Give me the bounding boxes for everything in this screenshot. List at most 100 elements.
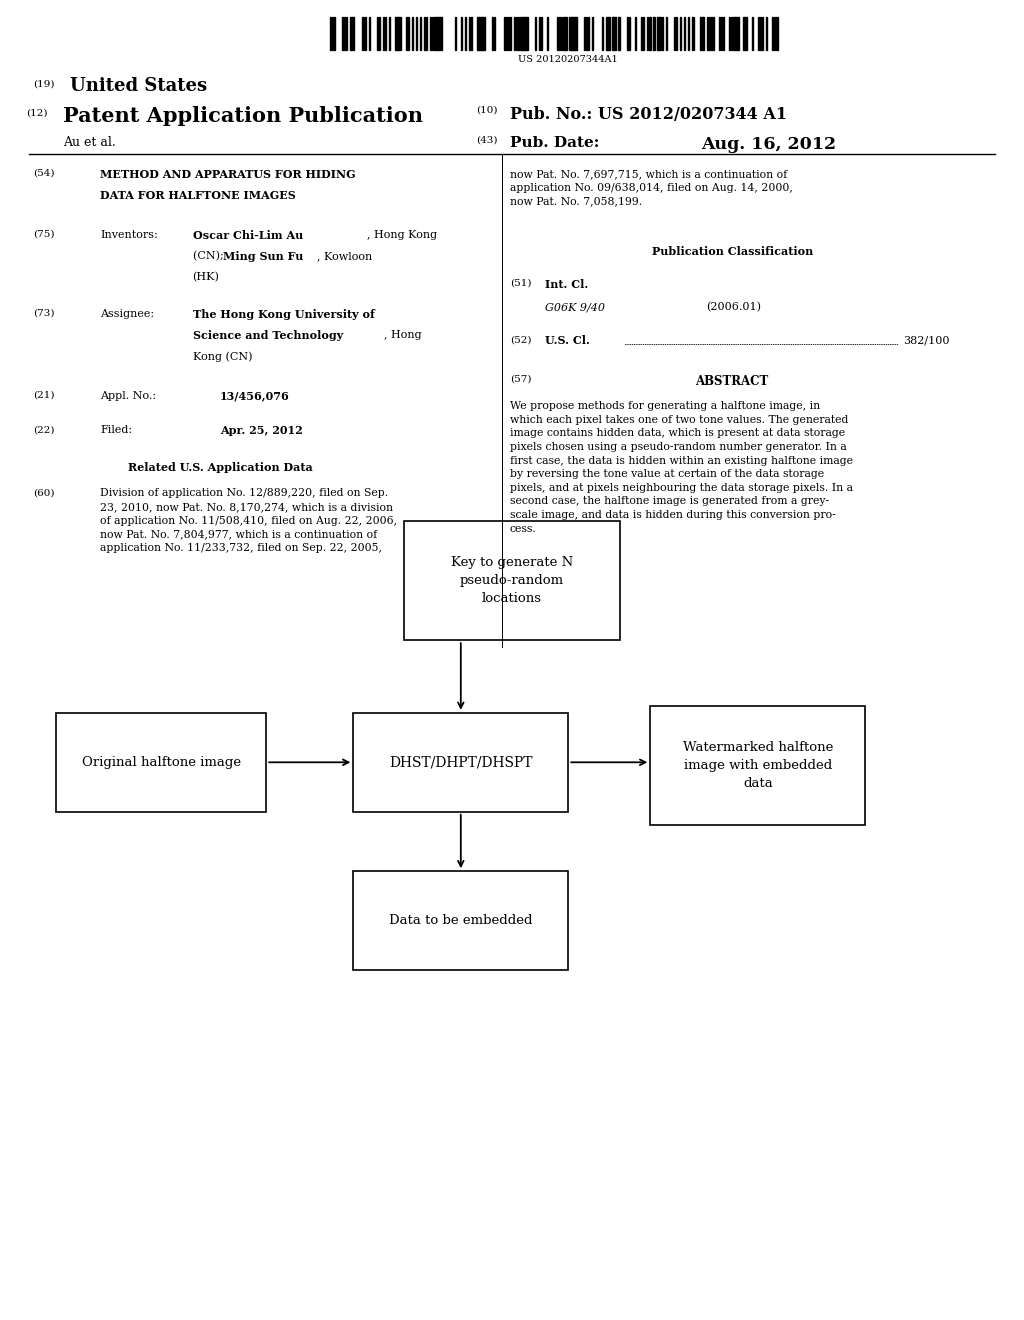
Bar <box>510 17 511 50</box>
Bar <box>377 17 378 50</box>
Bar <box>389 17 390 50</box>
Bar <box>379 17 380 50</box>
Bar <box>752 17 753 50</box>
Text: , Hong: , Hong <box>384 330 422 341</box>
Bar <box>766 17 767 50</box>
Bar <box>508 17 509 50</box>
Bar <box>416 17 417 50</box>
Bar <box>662 17 663 50</box>
Text: Appl. No.:: Appl. No.: <box>100 391 157 401</box>
Text: (21): (21) <box>33 391 54 400</box>
Bar <box>614 17 615 50</box>
Bar <box>432 17 433 50</box>
FancyBboxPatch shape <box>353 713 568 812</box>
Bar <box>692 17 693 50</box>
Bar <box>424 17 425 50</box>
Text: Publication Classification: Publication Classification <box>651 246 813 256</box>
Bar <box>535 17 536 50</box>
Bar <box>352 17 353 50</box>
Text: , Hong Kong: , Hong Kong <box>367 230 436 240</box>
Text: (10): (10) <box>476 106 498 115</box>
Bar <box>369 17 370 50</box>
Bar <box>629 17 630 50</box>
Bar <box>588 17 589 50</box>
Bar <box>541 17 542 50</box>
Text: U.S. Cl.: U.S. Cl. <box>545 335 590 346</box>
Text: (HK): (HK) <box>193 272 219 282</box>
Bar <box>641 17 642 50</box>
Bar <box>612 17 613 50</box>
Bar <box>584 17 585 50</box>
Bar <box>700 17 701 50</box>
Bar <box>434 17 435 50</box>
Bar <box>745 17 746 50</box>
Bar <box>383 17 384 50</box>
Bar <box>408 17 409 50</box>
Text: (19): (19) <box>33 79 54 88</box>
Bar <box>332 17 333 50</box>
Bar <box>653 17 654 50</box>
Text: now Pat. No. 7,697,715, which is a continuation of
application No. 09/638,014, f: now Pat. No. 7,697,715, which is a conti… <box>510 169 793 206</box>
Text: DHST/DHPT/DHSPT: DHST/DHPT/DHSPT <box>389 755 532 770</box>
Bar <box>350 17 351 50</box>
Text: (75): (75) <box>33 230 54 239</box>
Text: G06K 9/40: G06K 9/40 <box>545 302 605 313</box>
Bar <box>430 17 431 50</box>
Text: Patent Application Publication: Patent Application Publication <box>63 106 424 125</box>
Bar <box>516 17 517 50</box>
Text: Inventors:: Inventors: <box>100 230 158 240</box>
Bar <box>743 17 744 50</box>
Bar <box>506 17 507 50</box>
Bar <box>684 17 685 50</box>
Bar <box>647 17 648 50</box>
Text: (73): (73) <box>33 309 54 318</box>
Text: (43): (43) <box>476 136 498 145</box>
Text: METHOD AND APPARATUS FOR HIDING: METHOD AND APPARATUS FOR HIDING <box>100 169 356 180</box>
Bar <box>563 17 564 50</box>
Text: (54): (54) <box>33 169 54 178</box>
Text: Kong (CN): Kong (CN) <box>193 351 252 362</box>
Bar <box>709 17 710 50</box>
Text: Int. Cl.: Int. Cl. <box>545 279 588 289</box>
Bar <box>674 17 675 50</box>
Bar <box>606 17 607 50</box>
Bar <box>406 17 407 50</box>
Text: Apr. 25, 2012: Apr. 25, 2012 <box>220 425 303 436</box>
Bar <box>733 17 734 50</box>
Text: ABSTRACT: ABSTRACT <box>695 375 769 388</box>
Bar <box>477 17 478 50</box>
Bar <box>571 17 572 50</box>
Bar <box>436 17 437 50</box>
Text: Pub. Date:: Pub. Date: <box>510 136 599 150</box>
Bar <box>461 17 462 50</box>
Bar <box>592 17 593 50</box>
Text: , Kowloon: , Kowloon <box>317 251 373 261</box>
Text: (12): (12) <box>27 108 48 117</box>
Bar <box>688 17 689 50</box>
Text: The Hong Kong University of: The Hong Kong University of <box>193 309 374 319</box>
Bar <box>365 17 366 50</box>
Bar <box>711 17 712 50</box>
Text: US 20120207344A1: US 20120207344A1 <box>518 55 618 65</box>
Bar <box>539 17 540 50</box>
Bar <box>729 17 730 50</box>
Text: Related U.S. Application Data: Related U.S. Application Data <box>128 462 312 473</box>
Text: 13/456,076: 13/456,076 <box>220 391 290 401</box>
Bar <box>524 17 525 50</box>
Bar <box>526 17 527 50</box>
Bar <box>344 17 345 50</box>
Text: Watermarked halftone
image with embedded
data: Watermarked halftone image with embedded… <box>683 741 833 791</box>
Bar <box>330 17 331 50</box>
Bar <box>426 17 427 50</box>
Bar <box>575 17 577 50</box>
Text: (60): (60) <box>33 488 54 498</box>
Bar <box>602 17 603 50</box>
Text: Science and Technology: Science and Technology <box>193 330 343 341</box>
Bar <box>494 17 495 50</box>
FancyBboxPatch shape <box>353 871 568 970</box>
Bar <box>438 17 439 50</box>
Text: United States: United States <box>70 77 207 95</box>
Bar <box>561 17 562 50</box>
Bar <box>760 17 761 50</box>
Bar <box>412 17 413 50</box>
